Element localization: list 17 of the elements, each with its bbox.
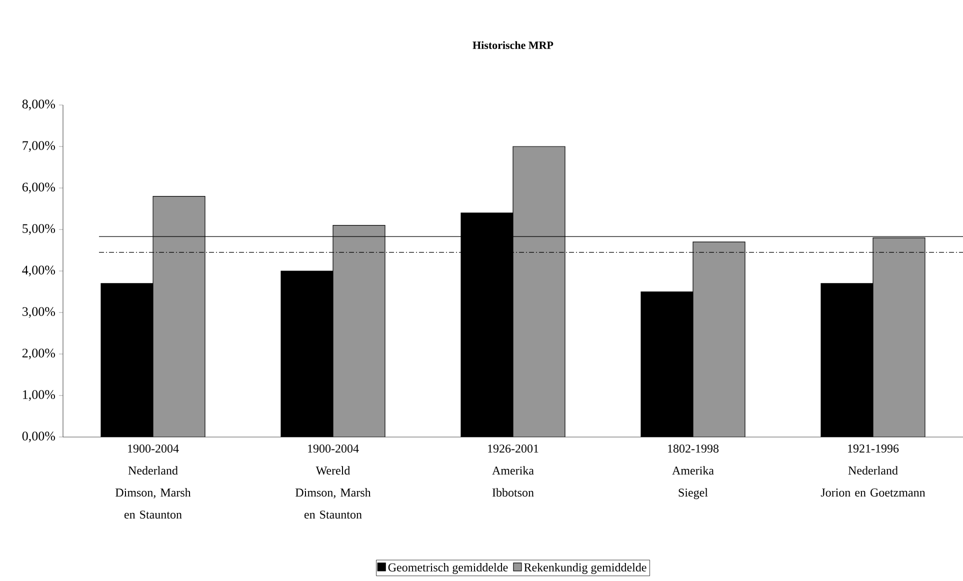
x-tick-label: 1802-1998 Amerika Siegel	[668, 444, 719, 500]
y-tick-label: 7,00%	[22, 141, 56, 152]
y-tick-label: 1,00%	[23, 390, 56, 401]
y-tick-label: 0,00%	[22, 432, 56, 442]
y-tick-label: 4,00%	[22, 266, 56, 276]
y-tick-label: 2,00%	[22, 348, 56, 360]
x-tick-label: 1900-2004 Nederland Dimson, Marsh en Staunton	[116, 444, 191, 519]
chart-title: Historische MRP	[472, 41, 554, 49]
y-tick-label: 3,00%	[22, 307, 56, 318]
y-tick-label: 6,00%	[22, 182, 56, 194]
legend-label: Geometrisch gemiddelde	[388, 563, 508, 574]
legend-label: Rekenkundig gemiddelde	[524, 563, 646, 574]
y-tick-label: 8,00%	[22, 100, 56, 110]
x-tick-label: 1926-2001 Amerika Ibbotson	[488, 444, 538, 497]
y-tick-label: 5,00%	[22, 224, 56, 235]
x-tick-label: 1921-1996 Nederland Jorion en Goetzmann	[820, 444, 926, 497]
x-tick-label: 1900-2004 Wereld Dimson, Marsh en Staunton	[296, 444, 371, 519]
